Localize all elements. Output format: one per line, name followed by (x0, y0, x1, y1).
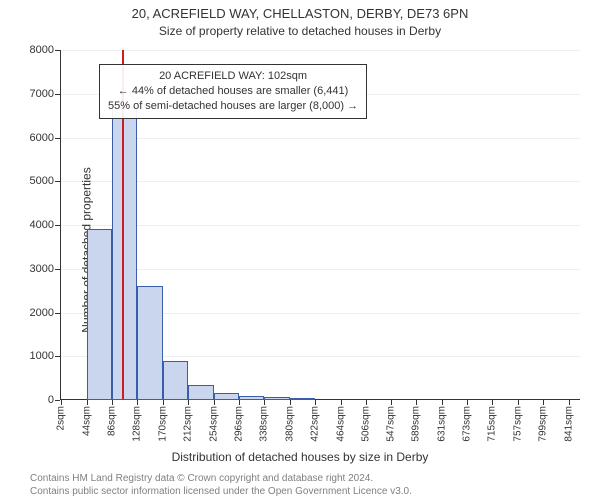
y-tick-label: 4000 (30, 219, 60, 231)
x-tick-mark (416, 400, 417, 405)
x-tick-label: 296sqm (233, 406, 244, 442)
y-tick-label: 8000 (30, 44, 60, 56)
x-tick-mark (137, 400, 138, 405)
x-tick-mark (492, 400, 493, 405)
footer-line-2: Contains public sector information licen… (30, 486, 600, 499)
x-tick-label: 547sqm (385, 406, 396, 442)
x-tick-mark (569, 400, 570, 405)
x-tick-label: 715sqm (487, 406, 498, 442)
x-tick-label: 673sqm (461, 406, 472, 442)
chart-title-main: 20, ACREFIELD WAY, CHELLASTON, DERBY, DE… (0, 6, 600, 21)
chart-title-sub: Size of property relative to detached ho… (0, 24, 600, 38)
x-tick-mark (87, 400, 88, 405)
x-tick-mark (543, 400, 544, 405)
info-box-line: ← 44% of detached houses are smaller (6,… (108, 84, 358, 99)
x-tick-label: 380sqm (284, 406, 295, 442)
x-tick-label: 44sqm (81, 406, 92, 436)
y-tick-label: 5000 (30, 175, 60, 187)
x-tick-mark (188, 400, 189, 405)
x-tick-label: 2sqm (56, 406, 67, 430)
x-tick-label: 128sqm (132, 406, 143, 442)
x-tick-label: 212sqm (183, 406, 194, 442)
plot-area: 0100020003000400050006000700080002sqm44s… (60, 50, 580, 400)
histogram-bar (188, 385, 213, 400)
x-tick-label: 757sqm (512, 406, 523, 442)
info-box-line: 55% of semi-detached houses are larger (… (108, 99, 358, 114)
grid-line (60, 181, 580, 182)
histogram-bar (264, 397, 289, 400)
histogram-bar (239, 396, 264, 400)
x-tick-label: 338sqm (259, 406, 270, 442)
info-box: 20 ACREFIELD WAY: 102sqm← 44% of detache… (99, 64, 367, 119)
y-tick-label: 0 (48, 394, 60, 406)
footer-line-1: Contains HM Land Registry data © Crown c… (30, 473, 600, 486)
x-axis-label: Distribution of detached houses by size … (0, 450, 600, 464)
x-tick-mark (264, 400, 265, 405)
x-tick-mark (366, 400, 367, 405)
y-tick-label: 1000 (30, 350, 60, 362)
histogram-bar (290, 398, 315, 400)
x-tick-label: 631sqm (436, 406, 447, 442)
x-tick-mark (290, 400, 291, 405)
x-tick-label: 254sqm (208, 406, 219, 442)
x-tick-mark (239, 400, 240, 405)
x-tick-mark (112, 400, 113, 405)
x-tick-mark (61, 400, 62, 405)
histogram-bar (87, 229, 112, 400)
x-tick-mark (467, 400, 468, 405)
x-tick-label: 506sqm (360, 406, 371, 442)
y-tick-label: 7000 (30, 88, 60, 100)
x-tick-label: 589sqm (411, 406, 422, 442)
histogram-bar (163, 361, 188, 400)
x-tick-label: 86sqm (107, 406, 118, 436)
x-tick-mark (214, 400, 215, 405)
histogram-bar (214, 393, 239, 400)
histogram-bar (112, 107, 137, 400)
y-tick-label: 6000 (30, 132, 60, 144)
grid-line (60, 225, 580, 226)
x-tick-label: 841sqm (563, 406, 574, 442)
x-tick-label: 464sqm (335, 406, 346, 442)
grid-line (60, 269, 580, 270)
x-tick-mark (341, 400, 342, 405)
histogram-chart: 20, ACREFIELD WAY, CHELLASTON, DERBY, DE… (0, 0, 600, 500)
footer-attribution: Contains HM Land Registry data © Crown c… (0, 473, 600, 498)
x-tick-mark (391, 400, 392, 405)
x-tick-label: 170sqm (157, 406, 168, 442)
info-box-line: 20 ACREFIELD WAY: 102sqm (108, 69, 358, 84)
x-tick-mark (518, 400, 519, 405)
grid-line (60, 50, 580, 51)
x-tick-mark (442, 400, 443, 405)
y-tick-label: 2000 (30, 307, 60, 319)
x-tick-label: 799sqm (538, 406, 549, 442)
x-tick-mark (163, 400, 164, 405)
x-tick-mark (315, 400, 316, 405)
x-tick-label: 422sqm (310, 406, 321, 442)
y-tick-label: 3000 (30, 263, 60, 275)
grid-line (60, 138, 580, 139)
histogram-bar (137, 286, 162, 400)
